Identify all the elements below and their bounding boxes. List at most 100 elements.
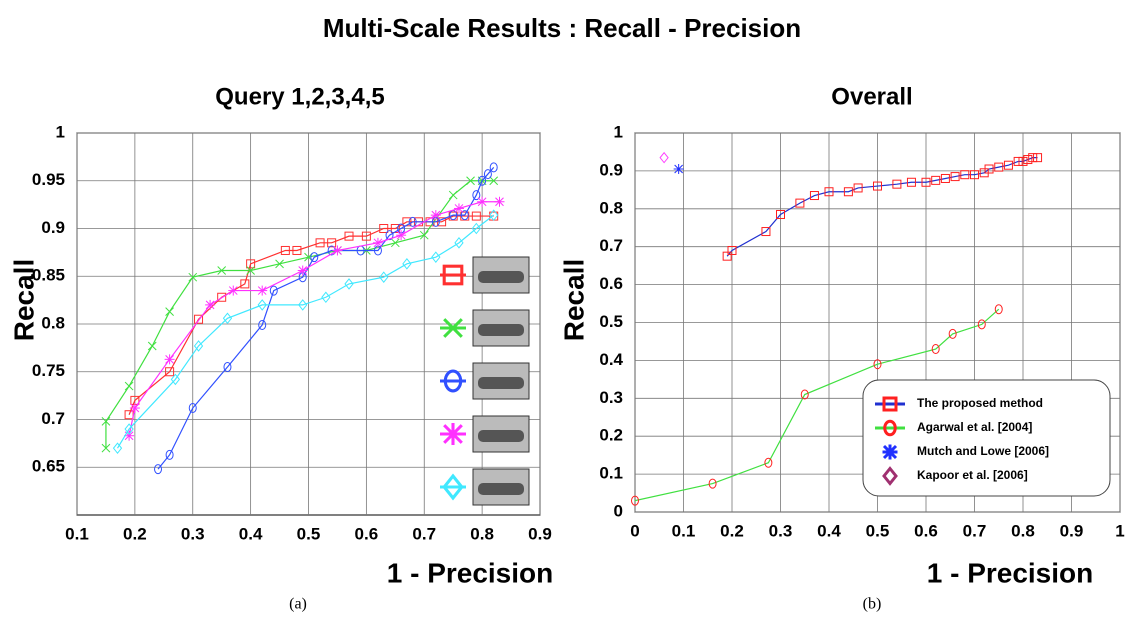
marker: [472, 190, 481, 201]
marker: [1013, 156, 1023, 166]
marker-shape: [1013, 156, 1023, 166]
marker: [402, 258, 412, 270]
legend-marker: [882, 466, 898, 486]
marker-shape: [882, 396, 898, 412]
marker: [471, 211, 481, 221]
x-axis-label: 1 - Precision: [927, 557, 1094, 588]
marker: [372, 237, 383, 248]
marker: [471, 222, 481, 235]
marker: [1018, 156, 1028, 166]
marker-shape: [471, 222, 481, 235]
marker: [824, 187, 834, 197]
marker: [843, 187, 853, 197]
marker: [310, 252, 319, 263]
marker: [659, 151, 669, 164]
y-tick-label: 0.8: [41, 313, 65, 332]
marker-shape: [970, 170, 979, 180]
marker: [1033, 153, 1043, 163]
marker: [275, 259, 284, 269]
marker-shape: [246, 259, 256, 269]
marker-shape: [873, 181, 882, 191]
marker: [948, 328, 957, 339]
marker-stroke: [147, 341, 157, 351]
x-tick-label: 0.9: [528, 524, 552, 543]
x-axis-label: 1 - Precision: [387, 557, 554, 588]
marker: [441, 422, 464, 445]
marker-shape: [1033, 153, 1043, 163]
x-tick-label: 0.2: [720, 521, 744, 540]
x-tick-label: 0.2: [123, 524, 147, 543]
marker-shape: [124, 423, 134, 435]
marker-shape: [892, 179, 902, 189]
marker: [931, 175, 941, 185]
marker-shape: [223, 361, 232, 372]
x-tick-label: 0.5: [297, 524, 321, 543]
series-line: [116, 214, 495, 449]
x-tick-label: 0.7: [412, 524, 436, 543]
marker: [321, 291, 331, 304]
x-tick-label: 0.4: [817, 521, 841, 540]
marker-shape: [659, 151, 669, 164]
marker-shape: [940, 173, 950, 183]
marker-stroke: [466, 176, 475, 186]
marker-shape: [188, 403, 197, 414]
marker: [776, 209, 785, 219]
marker: [906, 177, 916, 187]
marker-shape: [984, 164, 994, 174]
marker: [165, 449, 174, 460]
marker-stroke: [101, 417, 111, 426]
x-tick-label: 0.9: [1060, 521, 1084, 540]
marker: [430, 210, 441, 221]
marker: [940, 173, 950, 183]
marker-shape: [994, 304, 1003, 315]
marker-shape: [361, 231, 371, 241]
marker: [477, 196, 488, 207]
marker-shape: [776, 209, 785, 219]
marker: [453, 203, 464, 214]
marker-shape: [315, 238, 325, 248]
marker: [188, 272, 198, 282]
marker: [809, 191, 819, 201]
marker: [873, 181, 882, 191]
marker: [344, 231, 354, 241]
marker: [722, 251, 732, 261]
marker-shape: [1028, 153, 1038, 163]
marker-shape: [344, 231, 354, 241]
marker-shape: [960, 170, 970, 180]
marker-shape: [269, 285, 278, 296]
marker-shape: [873, 359, 882, 370]
marker: [379, 271, 389, 284]
marker: [222, 312, 233, 325]
legend-label: The proposed method: [917, 396, 1043, 410]
legend-label: Kapoor et al. [2006]: [917, 468, 1028, 482]
marker-shape: [344, 278, 354, 290]
marker-shape: [327, 238, 337, 248]
x-tick-label: 0.6: [355, 524, 379, 543]
marker-stroke: [188, 272, 198, 282]
y-tick-label: 0.95: [32, 170, 65, 189]
chart-title: Query 1,2,3,4,5: [215, 83, 384, 110]
y-tick-label: 1: [614, 122, 623, 141]
marker-shape: [994, 162, 1004, 172]
marker: [960, 170, 970, 180]
marker-stroke: [448, 190, 458, 200]
marker-shape: [154, 464, 163, 475]
legend-marker: [441, 422, 464, 445]
marker: [489, 162, 498, 173]
marker-shape: [280, 245, 290, 255]
marker: [431, 251, 441, 263]
caption: (a): [289, 596, 307, 613]
legend-box: [862, 379, 1111, 497]
marker-shape: [921, 177, 931, 187]
marker: [332, 245, 343, 256]
series-line: [157, 166, 495, 470]
series-line: [128, 201, 500, 436]
x-tick-label: 1: [1115, 521, 1124, 540]
marker-shape: [722, 251, 732, 261]
y-tick-label: 0.5: [599, 312, 623, 331]
marker: [873, 359, 882, 370]
marker: [228, 285, 239, 296]
marker: [460, 210, 469, 221]
series-line: [726, 157, 1038, 257]
marker: [437, 217, 447, 227]
